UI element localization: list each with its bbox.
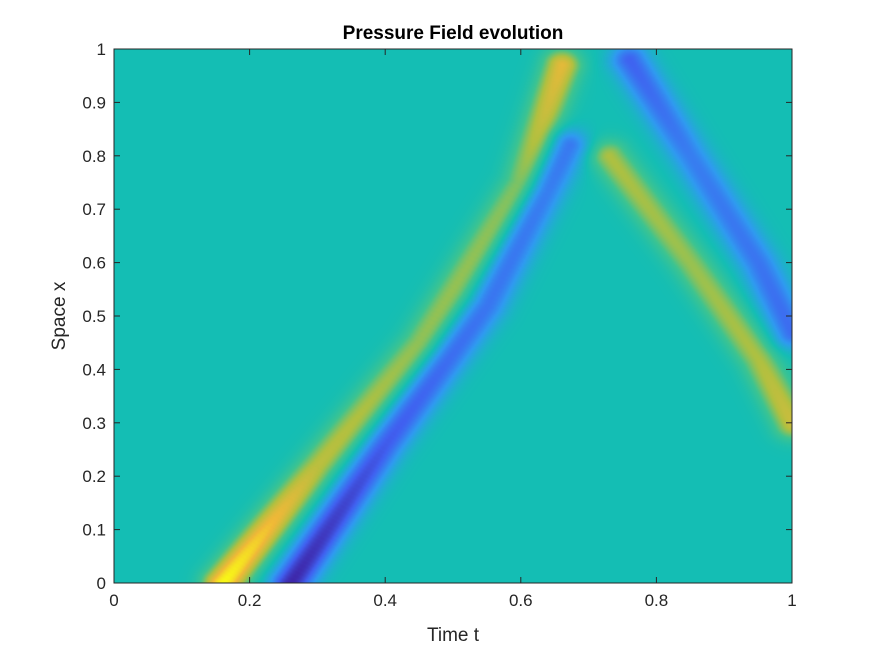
x-tick-label: 0 bbox=[109, 591, 118, 610]
y-tick-label: 0.3 bbox=[82, 414, 106, 433]
y-axis-label: Space x bbox=[49, 281, 70, 350]
y-tick-label: 0.4 bbox=[82, 360, 106, 379]
y-tick-label: 0.5 bbox=[82, 307, 106, 326]
heatmap-area bbox=[114, 49, 792, 583]
y-tick-label: 0.2 bbox=[82, 467, 106, 486]
x-axis: 0 0.2 0.4 0.6 0.8 1 bbox=[109, 49, 797, 610]
x-axis-label: Time t bbox=[427, 625, 480, 646]
x-tick-label: 0.4 bbox=[373, 591, 397, 610]
y-tick-label: 0 bbox=[97, 574, 106, 593]
x-tick-label: 1 bbox=[787, 591, 796, 610]
x-tick-label: 0.6 bbox=[509, 591, 533, 610]
x-tick-label: 0.8 bbox=[645, 591, 669, 610]
y-axis: 0 0.1 0.2 0.3 0.4 0.5 0.6 0.7 0.8 0.9 1 bbox=[82, 40, 792, 593]
y-tick-label: 1 bbox=[97, 40, 106, 59]
chart-title: Pressure Field evolution bbox=[343, 23, 564, 44]
y-tick-label: 0.6 bbox=[82, 254, 106, 273]
x-tick-label: 0.2 bbox=[238, 591, 262, 610]
y-tick-label: 0.8 bbox=[82, 147, 106, 166]
y-tick-label: 0.9 bbox=[82, 93, 106, 112]
heatmap-canvas bbox=[114, 49, 792, 583]
y-tick-label: 0.1 bbox=[82, 521, 106, 540]
y-tick-label: 0.7 bbox=[82, 200, 106, 219]
